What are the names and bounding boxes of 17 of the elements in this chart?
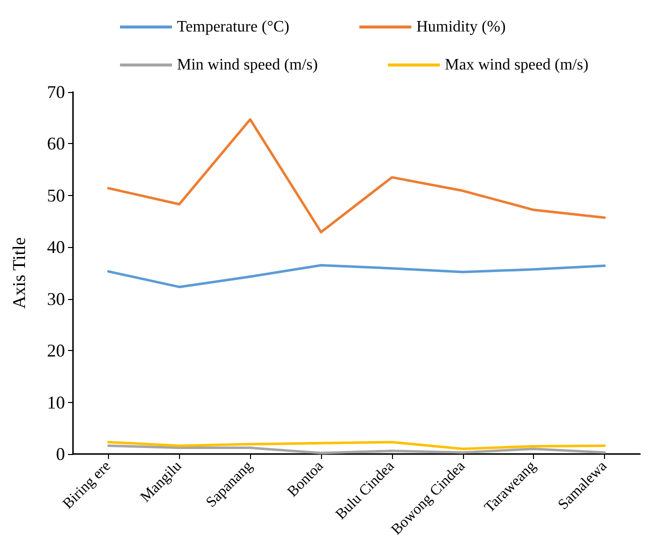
y-tick-label: 10 <box>47 392 65 412</box>
y-axis-title: Axis Title <box>9 237 29 309</box>
y-tick-label: 30 <box>47 288 65 309</box>
line-series <box>107 444 606 454</box>
y-tick-label: 50 <box>47 185 65 206</box>
y-tick-label: 40 <box>47 237 65 258</box>
y-tick-label: 60 <box>47 134 65 154</box>
legend-label: Humidity (%) <box>416 18 506 36</box>
y-tick-label: 20 <box>47 340 65 361</box>
y-tick-label: 70 <box>47 82 65 102</box>
legend-label: Temperature (°C) <box>177 18 290 36</box>
legend-label: Min wind speed (m/s) <box>177 56 318 74</box>
line-series <box>107 440 606 450</box>
legend-label: Max wind speed (m/s) <box>444 56 588 74</box>
line-series <box>107 118 606 234</box>
line-series <box>107 264 606 288</box>
y-tick-label: 0 <box>56 444 65 464</box>
